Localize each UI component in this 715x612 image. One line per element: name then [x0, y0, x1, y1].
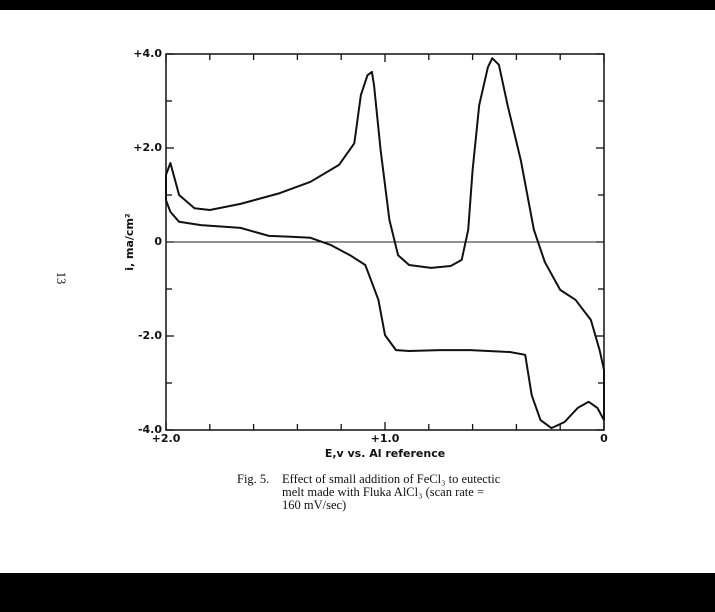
caption-line: 160 mV/sec): [282, 498, 346, 512]
y-axis-label: i, ma/cm²: [123, 213, 136, 271]
y-tick-label: +2.0: [133, 141, 162, 154]
scan-border-top: [0, 0, 715, 10]
page-number: 13: [54, 272, 68, 285]
x-tick-label: 0: [600, 432, 608, 445]
y-tick-label: -4.0: [138, 423, 162, 436]
x-tick-label: +1.0: [371, 432, 400, 445]
x-axis-label: E,v vs. Al reference: [325, 447, 445, 460]
x-tick-label: +2.0: [152, 432, 181, 445]
caption-line: melt made with Fluka AlCl₃ (scan rate =: [282, 485, 484, 499]
y-tick-label: 0: [154, 235, 162, 248]
caption-line: Effect of small addition of FeCl₃ to eut…: [282, 472, 501, 486]
caption-label: Fig. 5.: [237, 472, 269, 486]
y-tick-label: -2.0: [138, 329, 162, 342]
cv-curve: [165, 57, 605, 430]
y-tick-label: +4.0: [133, 47, 162, 60]
scan-border-bottom: [0, 573, 715, 612]
